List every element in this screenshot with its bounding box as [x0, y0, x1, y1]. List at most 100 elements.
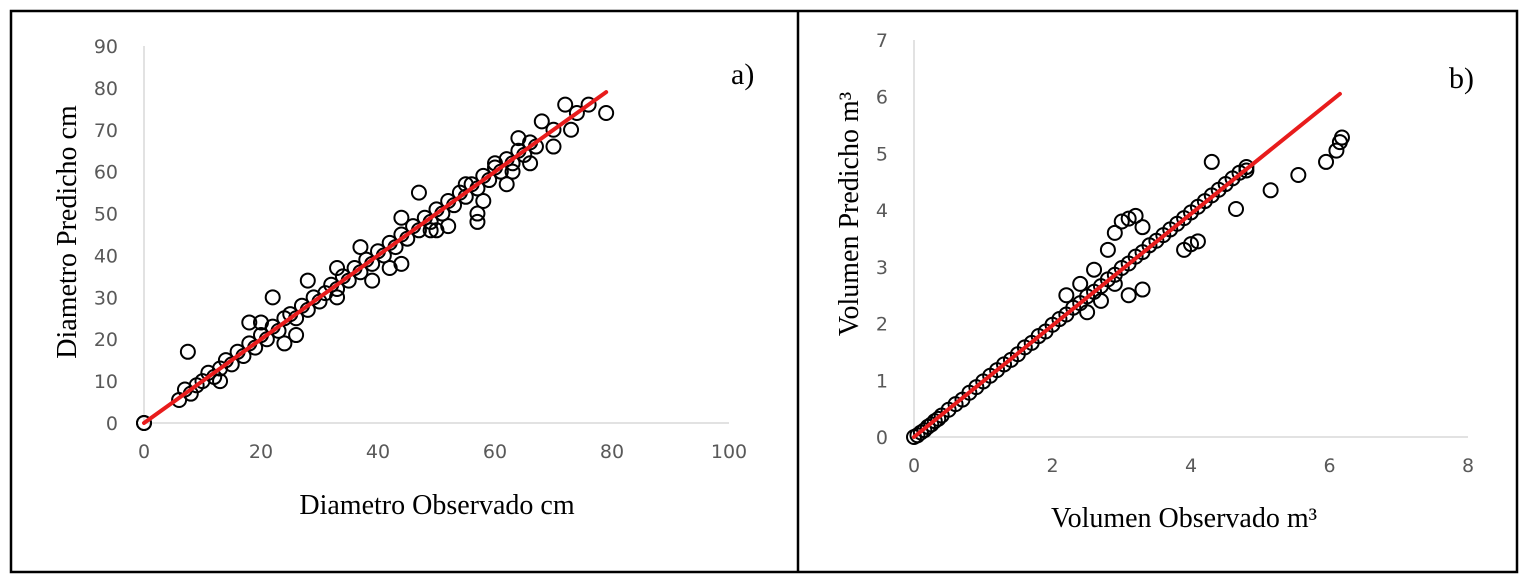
panel-b-fit — [912, 91, 1342, 439]
panel-b-data-point — [1290, 166, 1307, 183]
panel-b-data-point — [930, 410, 947, 427]
panel-b-data-point — [1079, 304, 1096, 321]
panel-a-data-point — [598, 105, 615, 122]
panel-b-data-point — [1328, 142, 1345, 159]
panel-b-data-point — [1134, 281, 1151, 298]
panel-b-data-point — [1228, 201, 1245, 218]
panel-a-y-tick-label: 10 — [94, 371, 118, 393]
panel-a-x-axis-title: Diametro Observado cm — [299, 490, 574, 521]
panel-a-data-point — [264, 289, 281, 306]
panel-b-y-tick-label: 2 — [876, 314, 888, 336]
panel-a-x-tick-label: 80 — [600, 441, 624, 463]
panel-a-y-tick-label: 50 — [94, 204, 118, 226]
panel-b-y-tick-label: 5 — [876, 143, 888, 165]
panel-b-x-tick-label: 8 — [1462, 455, 1474, 477]
panel-a-data-point — [498, 176, 515, 193]
panel-b-markers — [906, 129, 1350, 445]
panel-b-data-point — [1134, 219, 1151, 236]
panel-b-data-point — [1183, 236, 1199, 253]
panel-b-data-point — [1086, 261, 1103, 278]
panel-b-fit-line — [912, 91, 1342, 439]
panel-a-data-point — [329, 260, 346, 277]
panel-b-data-point — [1113, 213, 1130, 230]
panel-b-data-point — [1099, 241, 1116, 258]
panel-b-data-point — [1106, 224, 1123, 241]
panel-b-y-tick-label: 0 — [876, 427, 888, 449]
panel-b-data-point — [1318, 153, 1335, 170]
panel-b-data-point — [1189, 233, 1206, 250]
panel-b: b) Volumen Observado m³ Volumen Predicho… — [834, 30, 1474, 534]
panel-a-data-point — [510, 130, 527, 147]
panel-b-y-tick-label: 6 — [876, 87, 888, 109]
panel-a-data-point — [352, 239, 369, 256]
panel-a-axes: 0 20 40 60 80 100 0 10 20 30 40 50 60 70 80 90 — [94, 36, 747, 463]
panel-b-data-point — [1120, 210, 1137, 227]
panel-a-data-point — [329, 289, 346, 306]
panel-a-data-point — [580, 96, 597, 113]
panel-a-y-tick-label: 90 — [94, 36, 118, 58]
panel-a-x-tick-label: 100 — [711, 441, 747, 463]
panel-a-data-point — [469, 205, 486, 222]
panel-b-y-tick-label: 7 — [876, 30, 888, 52]
panel-a: a) Diametro Observado cm Diametro Predic… — [52, 36, 754, 521]
panel-a-data-point — [563, 121, 580, 138]
panel-a-data-point — [136, 415, 152, 431]
panel-a-y-tick-label: 70 — [94, 120, 118, 142]
panel-a-data-point — [469, 213, 486, 230]
panel-a-y-tick-label: 60 — [94, 162, 118, 184]
panel-a-data-point — [440, 218, 457, 235]
panel-a-data-point — [364, 272, 381, 289]
panel-a-x-tick-label: 40 — [366, 441, 390, 463]
panel-b-y-tick-label: 4 — [876, 200, 888, 222]
panel-b-label: b) — [1449, 62, 1474, 95]
panel-a-data-point — [533, 113, 550, 130]
panel-a-data-point — [212, 373, 229, 390]
panel-a-data-point — [393, 209, 410, 226]
panel-a-data-point — [179, 343, 196, 360]
panel-a-y-tick-label: 20 — [94, 329, 118, 351]
panel-b-data-point — [1262, 182, 1279, 199]
panel-b-x-tick-label: 6 — [1323, 455, 1335, 477]
panel-b-x-tick-label: 2 — [1046, 455, 1058, 477]
panel-a-data-point — [288, 327, 305, 344]
panel-a-x-tick-label: 0 — [138, 441, 150, 463]
panel-a-data-point — [545, 138, 562, 155]
panel-b-data-point — [1058, 287, 1075, 304]
figure-frame — [9, 9, 1519, 574]
panel-b-data-point — [1127, 207, 1144, 224]
panel-a-y-tick-label: 40 — [94, 245, 118, 267]
panel-a-data-point — [568, 105, 585, 122]
panel-b-y-tick-label: 3 — [876, 257, 888, 279]
panel-b-data-point — [1092, 292, 1109, 309]
panel-a-x-tick-label: 20 — [249, 441, 273, 463]
panel-a-fit — [142, 90, 609, 425]
panel-a-data-point — [545, 121, 562, 138]
panel-a-data-point — [381, 260, 398, 277]
panel-b-data-point — [1072, 275, 1089, 292]
panel-a-data-point — [422, 222, 439, 239]
panel-a-data-point — [276, 335, 293, 352]
panel-a-data-point — [253, 314, 269, 331]
panel-b-x-axis-title: Volumen Observado m³ — [1051, 503, 1317, 534]
panel-b-y-tick-label: 1 — [876, 370, 888, 392]
panel-a-fit-line — [142, 90, 609, 425]
panel-a-data-point — [522, 155, 539, 172]
panel-a-data-point — [241, 314, 258, 331]
panel-b-x-tick-label: 4 — [1185, 455, 1197, 477]
panel-a-data-point — [504, 163, 521, 180]
panel-a-data-point — [557, 96, 574, 113]
panel-a-data-point — [299, 272, 316, 289]
panel-a-y-tick-label: 0 — [106, 413, 118, 435]
panel-b-data-point — [1238, 162, 1255, 179]
panel-b-data-point — [1333, 129, 1350, 146]
panel-b-x-tick-label: 0 — [908, 455, 920, 477]
panel-a-data-point — [410, 184, 427, 201]
panel-a-y-tick-label: 80 — [94, 78, 118, 100]
panel-a-y-axis-title: Diametro Predicho cm — [52, 105, 83, 359]
panel-a-data-point — [475, 192, 492, 209]
panel-b-axes: 0 2 4 6 8 0 1 2 3 4 5 6 7 — [876, 30, 1474, 477]
panel-a-x-tick-label: 60 — [483, 441, 507, 463]
panel-a-label: a) — [731, 58, 754, 91]
